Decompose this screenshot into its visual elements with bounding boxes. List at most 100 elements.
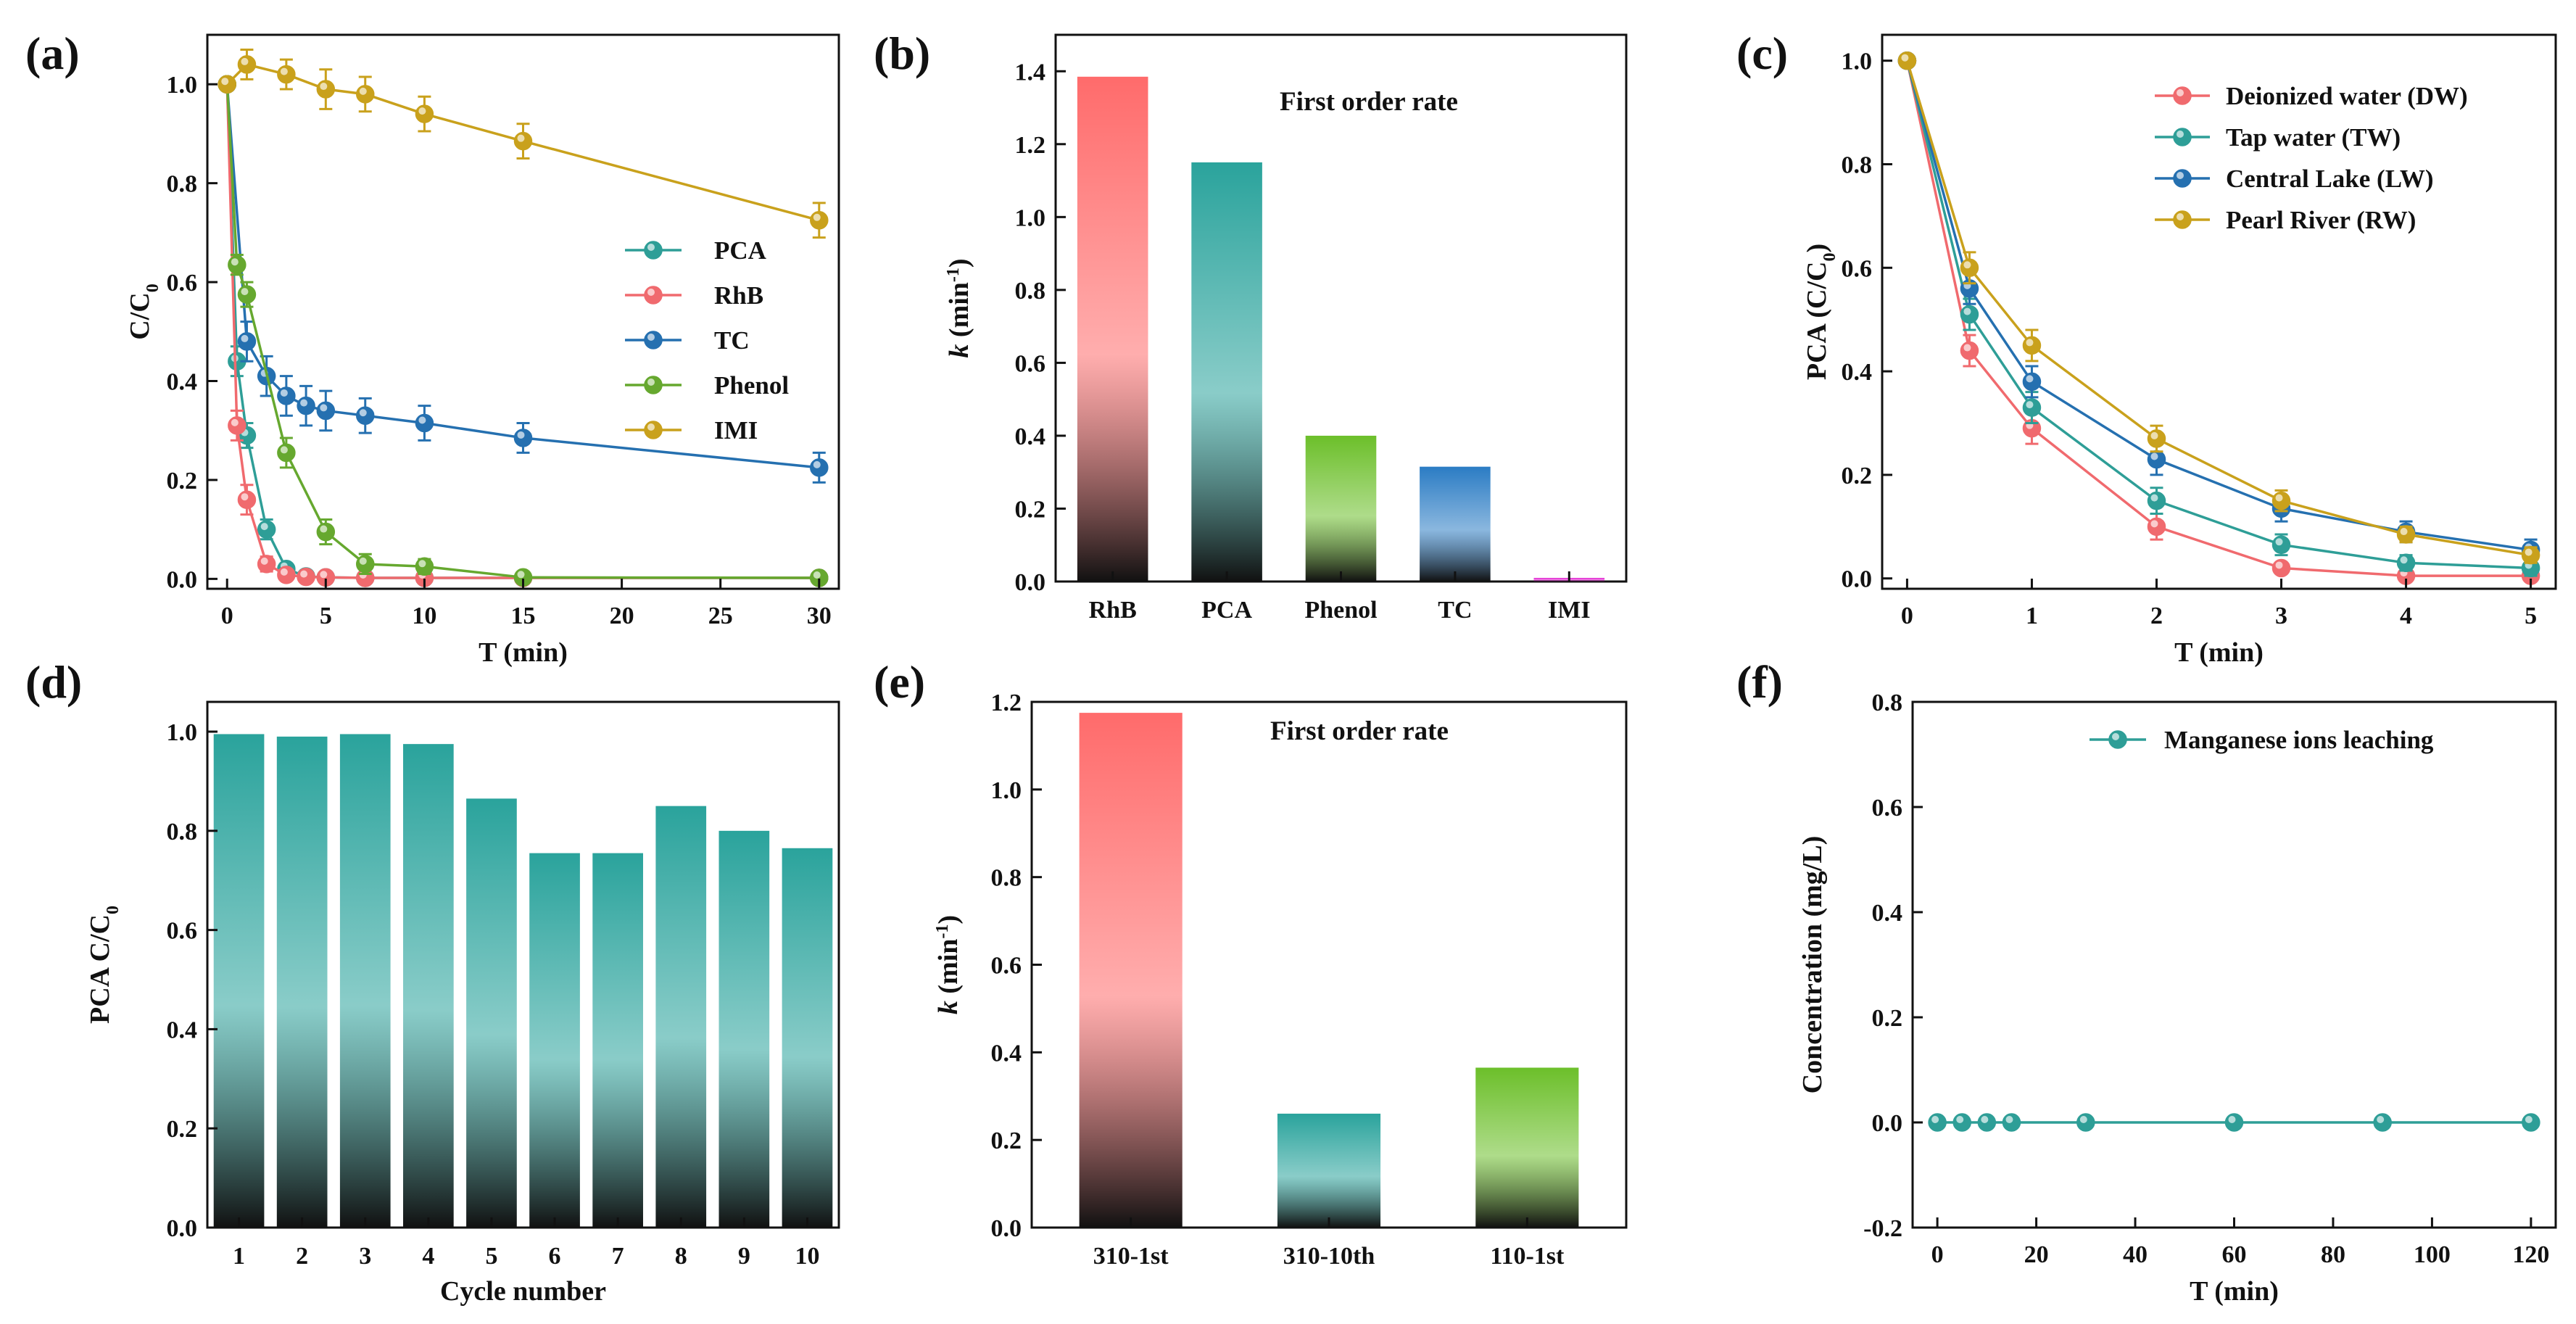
panel-a: (a) RhB PCA Phenol TC IMI 0.0 0.2 0.4 0.6 0.8 1.0 1.… (25, 28, 2557, 1307)
y-tick-label: 0.6 (1015, 350, 1046, 377)
panel-e: (e) (874, 656, 925, 708)
x-tick-label: 30 (807, 603, 832, 629)
y-tick-label: 1.0 (1842, 49, 1873, 75)
bar-7 (592, 853, 643, 1228)
data-point-highlight (813, 460, 821, 468)
axes-frame (206, 33, 840, 590)
data-point-highlight (2150, 452, 2158, 460)
y-axis-title: Concentration (mg/L) (1797, 836, 1828, 1094)
legend-marker-highlight (647, 289, 655, 296)
data-point-highlight (280, 389, 288, 397)
bar-4 (403, 744, 454, 1228)
x-tick-label: 60 (2222, 1241, 2247, 1268)
data-point-highlight (1981, 1116, 1989, 1123)
legend-marker-highlight (2177, 131, 2184, 138)
y-tick-label: -0.2 (1863, 1215, 1902, 1242)
panel-b: (b) (874, 28, 930, 79)
x-tick-label: 5 (2525, 603, 2537, 629)
bar-9 (718, 830, 770, 1228)
x-tick-label: 0 (221, 603, 233, 629)
y-tick-label: 0.8 (991, 865, 1022, 892)
series-line (1905, 60, 2531, 557)
data-point-highlight (280, 568, 288, 576)
data-point-highlight (517, 571, 525, 579)
bar-phenol (1305, 435, 1377, 582)
data-point-highlight (320, 525, 328, 533)
data-point-highlight (231, 418, 239, 426)
data-point-highlight (418, 107, 426, 115)
x-tick-label: 310-1st (1093, 1243, 1169, 1270)
y-tick-label: 0.0 (1015, 569, 1046, 596)
data-point-highlight (241, 57, 249, 65)
legend-marker-highlight (647, 378, 655, 386)
y-tick-label: 0.8 (1842, 152, 1873, 179)
x-tick-label: 5 (485, 1243, 497, 1270)
series-line (1905, 60, 2531, 570)
data-point-highlight (231, 258, 239, 266)
y-tick-label: 0.8 (1872, 690, 1903, 716)
bar-3 (339, 734, 391, 1228)
y-tick-label: 0.4 (167, 369, 198, 396)
legend-marker-highlight (2177, 213, 2184, 220)
y-tick-label: 0.6 (1842, 255, 1873, 282)
data-point-highlight (2026, 339, 2034, 347)
y-tick-label: 0.0 (167, 1215, 198, 1242)
x-axis-title: T (min) (2174, 637, 2264, 668)
legend-marker-highlight (647, 334, 655, 341)
x-tick-label: RhB (1089, 597, 1137, 624)
y-tick-label: 0.8 (167, 819, 198, 845)
data-point-highlight (241, 493, 249, 501)
axes-frame (1881, 33, 2557, 590)
y-tick-label: 0.0 (1872, 1110, 1903, 1137)
x-tick-label: 10 (795, 1243, 819, 1270)
panel-label: (c) (1736, 28, 1788, 79)
y-tick-label: 0.6 (1872, 795, 1903, 822)
y-tick-label: 0.2 (991, 1128, 1022, 1154)
x-tick-label: 20 (2024, 1241, 2049, 1268)
y-tick-label: 0.2 (1872, 1005, 1903, 1032)
data-point-highlight (1931, 1116, 1939, 1123)
data-point-highlight (2079, 1116, 2087, 1123)
series-line (225, 84, 819, 469)
data-point-highlight (2400, 556, 2408, 564)
chart-title: First order rate (1270, 716, 1449, 746)
series-manganese-ions-leaching (1928, 1113, 2540, 1132)
series-line (1905, 60, 2531, 577)
bar-tc (1420, 466, 1491, 582)
x-tick-label: IMI (1548, 597, 1591, 624)
x-tick-label: 15 (511, 603, 536, 629)
y-tick-label: 0.4 (1015, 423, 1046, 450)
x-tick-label: 80 (2321, 1241, 2345, 1268)
x-tick-label: 0 (1901, 603, 1913, 629)
data-point-highlight (2026, 401, 2034, 409)
bar-310-10th (1277, 1113, 1381, 1228)
x-tick-label: 2 (2150, 603, 2163, 629)
x-axis-title: Cycle number (440, 1276, 606, 1307)
x-tick-label: 6 (549, 1243, 561, 1270)
panel-f: (f) (1736, 656, 1783, 708)
data-point-highlight (1956, 1116, 1964, 1123)
legend-label: PCA (714, 236, 767, 265)
y-tick-label: 1.4 (1015, 59, 1046, 86)
data-point-highlight (300, 570, 308, 578)
x-tick-label: 40 (2123, 1241, 2148, 1268)
legend-label: RhB (714, 281, 763, 310)
x-tick-label: 25 (708, 603, 733, 629)
x-tick-label: 110-1st (1490, 1243, 1565, 1270)
data-point-highlight (300, 399, 308, 407)
y-axis-title: k (min-1) (944, 258, 974, 357)
legend-marker-highlight (2112, 733, 2119, 740)
y-tick-label: 0.4 (991, 1040, 1022, 1067)
panel-label: (b) (874, 28, 930, 79)
x-tick-label: 100 (2414, 1241, 2451, 1268)
data-point-highlight (2150, 431, 2158, 439)
legend-label: Phenol (714, 371, 789, 400)
y-tick-label: 0.4 (1842, 359, 1873, 386)
chart-title: First order rate (1280, 87, 1458, 117)
data-point-highlight (320, 571, 328, 579)
data-point-highlight (241, 334, 249, 342)
x-tick-label: 1 (2026, 603, 2038, 629)
series-imi (218, 48, 829, 239)
